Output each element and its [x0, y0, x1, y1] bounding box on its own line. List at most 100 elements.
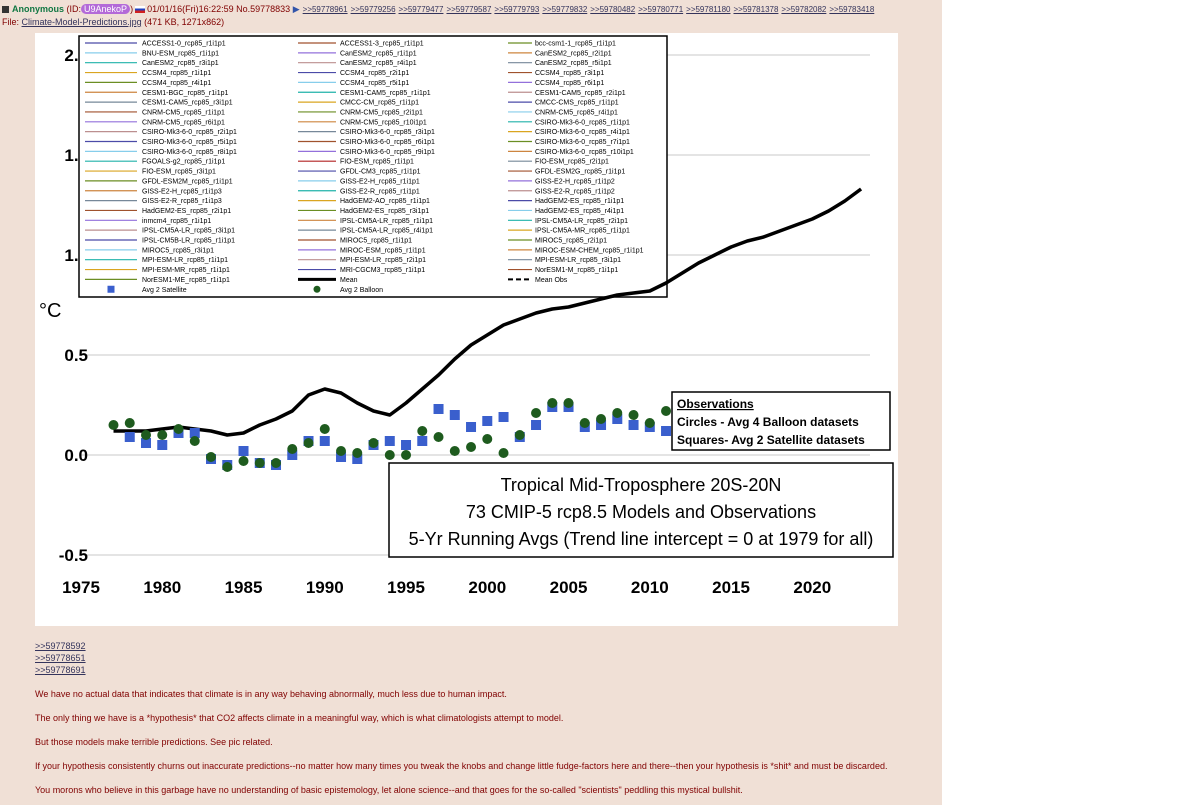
reply-link[interactable]: >>59779256 [350, 5, 396, 14]
legend-label: FIO-ESM_rcp85_r2i1p1 [535, 159, 609, 166]
balloon-point [579, 418, 590, 428]
balloon-point [596, 414, 607, 424]
balloon-point [661, 406, 672, 416]
legend-label: CSIRO-Mk3-6-0_rcp85_r5i1p1 [142, 139, 237, 146]
post-paragraph: If your hypothesis consistently churns o… [35, 761, 888, 771]
post-paragraph: You morons who believe in this garbage h… [35, 785, 743, 795]
menu-arrow[interactable]: ▶ [292, 4, 300, 14]
x-tick-label: 1980 [143, 578, 181, 597]
legend-label: IPSL-CM5A-MR_rcp85_r1i1p1 [535, 228, 630, 235]
balloon-point [206, 452, 217, 462]
satellite-point [157, 440, 168, 450]
legend-label: MPI-ESM-LR_rcp85_r2i1p1 [340, 257, 426, 264]
balloon-point [498, 448, 509, 458]
x-tick-label: 2000 [468, 578, 506, 597]
x-tick-label: 1990 [306, 578, 344, 597]
balloon-point [238, 456, 249, 466]
observations-box [671, 391, 891, 451]
reply-link[interactable]: >>59780482 [590, 5, 636, 14]
legend-label: Mean [340, 277, 358, 284]
satellite-point [661, 426, 672, 436]
legend-label: CESM1-CAM5_rcp85_r3i1p1 [142, 100, 233, 107]
satellite-point [141, 438, 152, 448]
legend-label: inmcm4_rcp85_r1i1p1 [142, 218, 211, 225]
satellite-point [336, 452, 347, 462]
mean-line [113, 187, 863, 437]
balloon-point [433, 432, 444, 442]
legend-label: HadGEM2-ES_rcp85_r2i1p1 [142, 208, 231, 215]
balloon-point [531, 408, 542, 418]
poster-id[interactable]: U9AnekoP [81, 4, 131, 14]
legend-label: IPSL-CM5A-LR_rcp85_r3i1p1 [142, 228, 235, 235]
quote-link[interactable]: >>59778691 [35, 665, 86, 675]
legend-label: bcc-csm1-1_rcp85_r1i1p1 [535, 41, 616, 48]
balloon-point [352, 448, 363, 458]
reply-link[interactable]: >>59782082 [781, 5, 827, 14]
reply-link[interactable]: >>59783418 [829, 5, 875, 14]
balloon-point [563, 398, 574, 408]
legend-label: CNRM-CM5_rcp85_r10i1p1 [340, 119, 427, 126]
legend-label: CNRM-CM5_rcp85_r1i1p1 [142, 109, 225, 116]
legend-label: CCSM4_rcp85_r1i1p1 [142, 70, 211, 77]
y-axis-label: °C [39, 300, 61, 322]
balloon-point [319, 424, 330, 434]
reply-link[interactable]: >>59779793 [494, 5, 540, 14]
satellite-point [596, 420, 607, 430]
title-box [388, 462, 894, 558]
reply-link[interactable]: >>59779477 [398, 5, 444, 14]
legend-label: FIO-ESM_rcp85_r1i1p1 [340, 159, 414, 166]
reply-link[interactable]: >>59779587 [446, 5, 492, 14]
post-number[interactable]: No.59778833 [236, 4, 291, 14]
legend-label: CNRM-CM5_rcp85_r6i1p1 [142, 119, 225, 126]
reply-links: >>59778961 >>59779256 >>59779477 >>59779587… [300, 4, 875, 14]
balloon-point [141, 430, 152, 440]
legend-label: GISS-E2-R_rcp85_r1i1p3 [142, 198, 222, 205]
legend-label: MIROC5_rcp85_r1i1p1 [340, 238, 412, 245]
file-link[interactable]: Climate-Model-Predictions.jpg [21, 17, 142, 27]
satellite-point [417, 436, 428, 446]
post-paragraph: The only thing we have is a *hypothesis*… [35, 713, 564, 723]
legend-label: GISS-E2-R_rcp85_r1i1p1 [340, 188, 420, 195]
reply-link[interactable]: >>59781180 [686, 5, 731, 14]
satellite-point [449, 410, 460, 420]
legend-swatch [107, 285, 115, 293]
legend-label: CSIRO-Mk3-6-0_rcp85_r10i1p1 [535, 149, 634, 156]
legend-label: CanESM2_rcp85_r5i1p1 [535, 60, 612, 67]
satellite-point [482, 416, 493, 426]
legend-label: FIO-ESM_rcp85_r3i1p1 [142, 169, 216, 176]
satellite-point [287, 450, 298, 460]
quote-link[interactable]: >>59778651 [35, 653, 86, 663]
y-tick-label: -0.5 [59, 546, 88, 565]
post-header: Anonymous (ID: U9AnekoP) 01/01/16(Fri)16:2… [2, 4, 874, 15]
legend-label: GFDL-ESM2M_rcp85_r1i1p1 [142, 178, 233, 185]
flag [135, 6, 146, 14]
reply-link[interactable]: >>59778961 [302, 5, 348, 14]
reply-link[interactable]: >>59779832 [542, 5, 588, 14]
post-body: >>59778592 >>59778651 >>59778691 We have no… [35, 640, 935, 796]
balloon-point [628, 410, 639, 420]
balloon-point [417, 426, 428, 436]
quote-link[interactable]: >>59778592 [35, 641, 86, 651]
legend-label: CCSM4_rcp85_r3i1p1 [535, 70, 604, 77]
legend-label: CCSM4_rcp85_r5i1p1 [340, 80, 409, 87]
legend-label: GISS-E2-H_rcp85_r1i1p1 [340, 178, 420, 185]
satellite-point [531, 420, 542, 430]
chart-title-line: 73 CMIP-5 rcp8.5 Models and Observations [466, 502, 816, 522]
chart-title-line: Tropical Mid-Troposphere 20S-20N [501, 475, 782, 495]
reply-link[interactable]: >>59781378 [733, 5, 779, 14]
balloon-point [644, 418, 655, 428]
checkbox[interactable] [2, 6, 9, 14]
reply-link[interactable]: >>59780771 [638, 5, 684, 14]
file-info: File: Climate-Model-Predictions.jpg (471… [2, 17, 224, 27]
legend-label: CESM1-BGC_rcp85_r1i1p1 [142, 90, 228, 97]
legend-box [78, 35, 668, 298]
legend-label: CNRM-CM5_rcp85_r4i1p1 [535, 109, 618, 116]
observations-line: Squares- Avg 2 Satellite datasets [677, 433, 865, 447]
balloon-point [108, 420, 119, 430]
balloon-point [368, 438, 379, 448]
legend-label: MPI-ESM-LR_rcp85_r3i1p1 [535, 257, 621, 264]
legend-label: CESM1-CAM5_rcp85_r2i1p1 [535, 90, 626, 97]
legend-label: CSIRO-Mk3-6-0_rcp85_r9i1p1 [340, 149, 435, 156]
legend-label: MIROC5_rcp85_r3i1p1 [142, 247, 214, 254]
